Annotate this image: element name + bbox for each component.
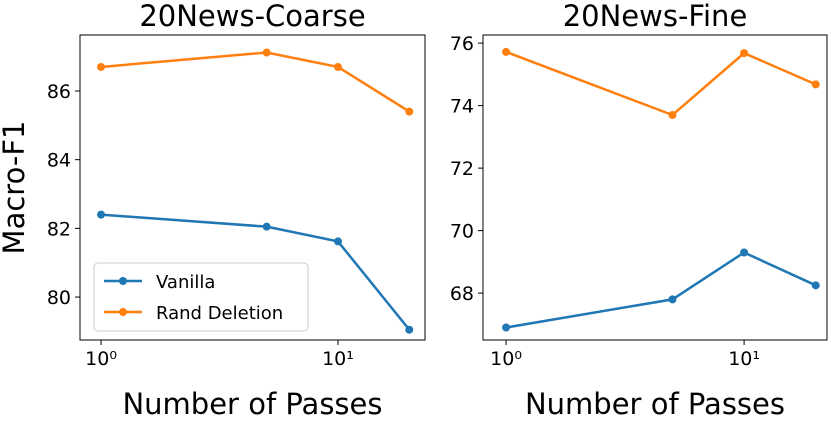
x-tick-label: 10⁰ — [85, 348, 117, 370]
point — [502, 47, 511, 56]
point — [740, 248, 749, 257]
x-axis-label: Number of Passes — [525, 387, 785, 421]
point — [740, 49, 749, 58]
chart-title: 20News-Coarse — [139, 0, 365, 33]
line — [100, 213, 411, 331]
point — [502, 323, 511, 332]
plot-frame — [482, 34, 828, 341]
y-tick-label: 74 — [450, 96, 474, 118]
y-tick-label: 80 — [47, 287, 71, 309]
line — [505, 251, 817, 329]
line — [505, 50, 817, 117]
y-axis-label: Macro-F1 — [0, 121, 31, 255]
point — [811, 80, 820, 89]
y-tick-label: 76 — [450, 33, 474, 55]
y-tick-label: 72 — [450, 158, 474, 180]
chart-title: 20News-Fine — [563, 0, 748, 33]
legend-label: Rand Deletion — [156, 303, 283, 324]
point — [262, 222, 271, 231]
legend-label: Vanilla — [156, 272, 215, 293]
legend-marker — [119, 308, 127, 316]
legend-marker — [119, 277, 127, 285]
point — [811, 281, 820, 290]
point — [333, 237, 342, 246]
point — [668, 111, 677, 119]
point — [405, 107, 414, 116]
y-tick-label: 70 — [450, 221, 474, 243]
plot-frame — [79, 34, 426, 341]
point — [97, 62, 106, 71]
legend-box — [93, 262, 309, 332]
x-tick-label: 10⁰ — [490, 348, 522, 370]
x-tick-label: 10¹ — [322, 348, 354, 370]
point — [333, 62, 342, 71]
y-tick-label: 86 — [47, 81, 71, 103]
x-tick-label: 10¹ — [728, 348, 760, 370]
y-tick-label: 84 — [47, 150, 71, 172]
x-axis-label: Number of Passes — [122, 387, 382, 421]
line — [100, 51, 410, 113]
point — [668, 295, 677, 304]
point — [262, 48, 271, 57]
point — [97, 210, 106, 219]
point — [405, 325, 414, 334]
y-tick-label: 82 — [47, 218, 71, 240]
y-tick-label: 68 — [450, 283, 474, 305]
